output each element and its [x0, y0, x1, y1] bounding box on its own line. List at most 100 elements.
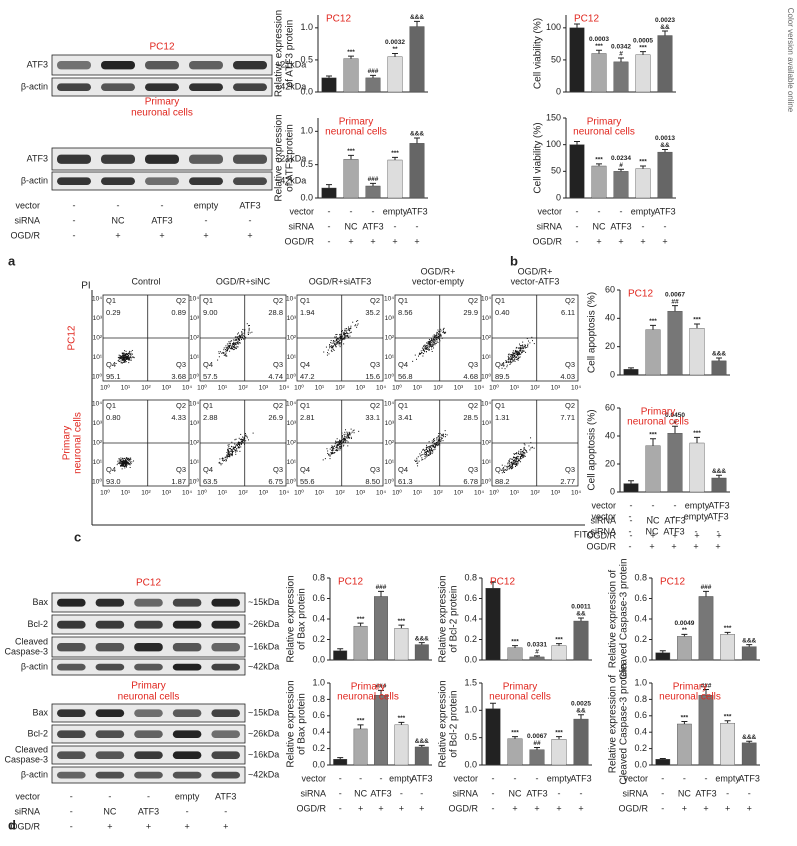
flow-event: [341, 331, 343, 333]
blot-band: [101, 177, 135, 185]
flow-event: [514, 461, 516, 463]
flow-event: [441, 435, 443, 437]
flow-event: [122, 465, 124, 467]
bar: [507, 647, 523, 661]
quadrant-name: Q2: [565, 296, 575, 305]
flow-event: [424, 347, 426, 349]
flow-event: [224, 456, 226, 458]
blot-band: [95, 663, 125, 671]
flow-event: [419, 453, 421, 455]
flow-event: [126, 354, 128, 356]
blot-band: [134, 663, 163, 671]
error-bar: [534, 655, 540, 657]
flow-event: [520, 350, 522, 352]
flow-event: [424, 454, 426, 456]
bar: [711, 477, 727, 493]
flow-event: [234, 449, 236, 451]
flow-event: [332, 347, 334, 349]
flow-event: [428, 341, 430, 343]
bar: [655, 652, 671, 661]
condition-label: vector: [591, 511, 616, 521]
flow-event: [243, 436, 245, 438]
flow-event: [440, 328, 442, 330]
flow-event: [120, 458, 122, 460]
flow-event: [511, 356, 513, 358]
flow-event: [224, 353, 226, 355]
flow-event: [331, 450, 333, 452]
flow-event: [519, 354, 521, 356]
flow-x-tick: 10²: [530, 385, 540, 392]
flow-event: [125, 462, 127, 464]
flow-event: [123, 361, 125, 363]
flow-event: [433, 336, 435, 338]
y-axis-label: of Bax protein: [297, 588, 308, 650]
flow-event: [248, 324, 250, 326]
flow-event: [235, 451, 237, 453]
flow-event: [517, 457, 519, 459]
error-bar: [703, 590, 709, 597]
flow-event: [336, 340, 338, 342]
flow-title: OGD/R+: [421, 266, 456, 276]
y-axis-label: of Bcl-2 protein: [449, 585, 460, 652]
flow-event: [346, 435, 348, 437]
significance: 0.0450: [665, 412, 685, 419]
quadrant-value: 88.2: [495, 477, 510, 486]
flow-event: [126, 466, 128, 468]
flow-event: [327, 352, 329, 354]
flow-event: [516, 346, 518, 348]
blot-band: [95, 643, 125, 652]
y-tick-label: 0.4: [312, 727, 325, 737]
flow-event: [227, 444, 229, 446]
flow-event: [422, 459, 424, 461]
flow-x-tick: 10³: [356, 490, 366, 497]
flow-event: [426, 348, 428, 350]
flow-event: [512, 466, 514, 468]
significance: ***: [595, 157, 603, 164]
flow-event: [520, 452, 522, 454]
flow-event: [425, 348, 427, 350]
flow-event: [228, 451, 230, 453]
flow-event: [335, 442, 337, 444]
flow-event: [523, 447, 525, 449]
flow-event: [432, 444, 434, 446]
flow-event: [330, 342, 332, 344]
flow-event: [122, 359, 124, 361]
flow-event: [339, 339, 341, 341]
flow-event: [227, 453, 229, 455]
flow-event: [508, 358, 510, 360]
flow-event: [241, 442, 243, 444]
flow-event: [520, 456, 522, 458]
significance: ##: [671, 298, 679, 305]
error-bar: [337, 648, 344, 651]
flow-event: [229, 454, 231, 456]
flow-event: [513, 353, 515, 355]
flow-event: [506, 361, 508, 363]
bar: [645, 329, 661, 376]
flow-event: [241, 440, 243, 442]
blot-band: [57, 730, 86, 738]
quadrant-lines: [103, 400, 189, 486]
flow-event: [510, 464, 512, 466]
y-axis-label: of ATF3 protein: [285, 124, 296, 192]
bar: [573, 620, 589, 661]
flow-event: [337, 441, 339, 443]
flow-y-tick: 10³: [287, 420, 297, 427]
flow-x-tick: 10¹: [218, 385, 228, 392]
quadrant-name: Q3: [176, 465, 186, 474]
bar: [741, 646, 757, 661]
flow-event: [345, 333, 347, 335]
flow-event: [427, 449, 429, 451]
flow-event: [243, 338, 245, 340]
flow-event: [423, 453, 425, 455]
flow-event: [227, 450, 229, 452]
flow-event: [338, 341, 340, 343]
flow-event: [524, 453, 526, 455]
blot-band: [134, 620, 163, 629]
flow-event: [122, 356, 124, 358]
significance: &&: [576, 707, 586, 714]
flow-event: [427, 348, 429, 350]
flow-event: [428, 350, 430, 352]
flow-event: [524, 448, 526, 450]
flow-event: [334, 337, 336, 339]
flow-event: [227, 455, 229, 457]
